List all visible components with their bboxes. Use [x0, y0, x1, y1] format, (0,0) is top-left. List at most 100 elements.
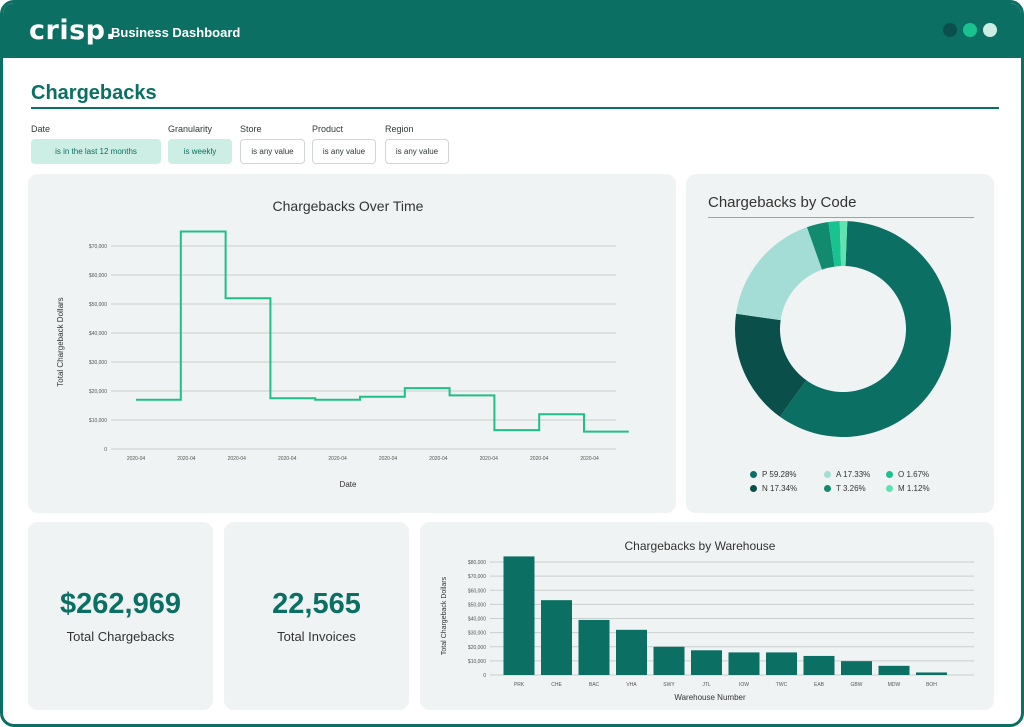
chargebacks-by-warehouse-chart: Chargebacks by Warehouse 0 $10,000 $20,000 $… — [441, 539, 974, 702]
y-tick-label: $20,000 — [89, 389, 107, 395]
x-tick-label: BOH — [926, 682, 937, 688]
y-axis-label: Total Chargeback Dollars — [441, 576, 448, 655]
legend-item[interactable]: T 3.26% — [824, 484, 866, 493]
donut-title-divider — [708, 217, 974, 218]
kpi-value-total-invoices: 22,565 — [272, 588, 361, 620]
legend-swatch — [886, 471, 893, 478]
x-tick-label: TWC — [776, 682, 788, 688]
chargebacks-by-code-chart — [735, 221, 951, 437]
y-tick-label: $60,000 — [468, 588, 486, 594]
x-axis-label: Date — [340, 480, 357, 489]
legend-item[interactable]: N 17.34% — [750, 484, 797, 493]
legend-label: M 1.12% — [898, 484, 930, 493]
bar[interactable] — [803, 655, 835, 675]
y-tick-label: 0 — [104, 447, 107, 453]
bar[interactable] — [541, 600, 572, 675]
legend-label: T 3.26% — [836, 484, 866, 493]
filter-granularity[interactable]: is weekly — [168, 139, 232, 164]
kpi-label-total-invoices: Total Invoices — [277, 629, 356, 644]
y-tick-label: $60,000 — [89, 273, 107, 279]
x-tick-label: JTL — [702, 682, 711, 688]
x-tick-label: 2020-04 — [127, 456, 146, 462]
x-tick-label: CHE — [551, 682, 562, 688]
bar[interactable] — [841, 661, 872, 675]
app-header: crisp. Business Dashboard — [3, 3, 1021, 58]
x-tick-label: 2020-04 — [429, 456, 448, 462]
legend-swatch — [886, 485, 893, 492]
y-tick-label: $20,000 — [468, 645, 486, 651]
filter-region[interactable]: is any value — [385, 139, 449, 164]
chargebacks-over-time-chart: Chargebacks Over Time 0 $10,000 $20,000 $30,… — [56, 198, 629, 489]
filter-label-region: Region — [385, 124, 414, 134]
x-tick-label: PRK — [514, 682, 525, 688]
y-tick-label: $70,000 — [89, 244, 107, 250]
y-tick-label: $10,000 — [468, 659, 486, 665]
filter-label-product: Product — [312, 124, 344, 134]
filter-label-store: Store — [240, 124, 262, 134]
bar[interactable] — [766, 652, 797, 675]
x-tick-label: 2020-04 — [228, 456, 247, 462]
kpi-label-total-chargebacks: Total Chargebacks — [66, 629, 175, 644]
filter-label-date: Date — [31, 124, 51, 134]
y-tick-label: $30,000 — [89, 360, 107, 366]
x-tick-label: 2020-04 — [328, 456, 347, 462]
donut-slice[interactable] — [828, 221, 842, 267]
page-title: Chargebacks — [31, 82, 157, 104]
x-tick-label: 2020-04 — [379, 456, 398, 462]
legend-item[interactable]: O 1.67% — [886, 470, 929, 479]
legend-swatch — [824, 485, 831, 492]
bar[interactable] — [878, 665, 910, 675]
donut-slice[interactable] — [839, 221, 848, 267]
y-axis-label: Total Chargeback Dollars — [56, 297, 65, 386]
bar-chart-title: Chargebacks by Warehouse — [625, 539, 776, 553]
x-axis-label: Warehouse Number — [674, 693, 746, 702]
x-tick-label: VHA — [626, 682, 637, 688]
donut-slice[interactable] — [806, 221, 835, 270]
y-tick-label: 0 — [483, 673, 486, 679]
y-tick-label: $40,000 — [89, 331, 107, 337]
donut-slice[interactable] — [736, 227, 822, 321]
y-tick-label: $70,000 — [468, 574, 486, 580]
bar[interactable] — [616, 629, 647, 675]
kpi-card-total-invoices: 22,565 Total Invoices — [224, 522, 409, 710]
legend-label: P 59.28% — [762, 470, 797, 479]
window-dot-green[interactable] — [963, 23, 977, 37]
filter-date[interactable]: is in the last 12 months — [31, 139, 161, 164]
filter-store[interactable]: is any value — [240, 139, 305, 164]
filter-product[interactable]: is any value — [312, 139, 376, 164]
window-dot-light[interactable] — [983, 23, 997, 37]
legend-swatch — [824, 471, 831, 478]
y-tick-label: $50,000 — [89, 302, 107, 308]
legend-item[interactable]: M 1.12% — [886, 484, 930, 493]
x-tick-label: 2020-04 — [580, 456, 599, 462]
chargebacks-by-warehouse-card: Chargebacks by Warehouse 0 $10,000 $20,000 $… — [420, 522, 994, 710]
x-tick-label: 2020-04 — [530, 456, 549, 462]
legend-swatch — [750, 471, 757, 478]
x-tick-label: MDW — [888, 682, 901, 688]
kpi-card-total-chargebacks: $262,969 Total Chargebacks — [28, 522, 213, 710]
title-divider — [31, 107, 999, 109]
bar[interactable] — [578, 619, 610, 675]
legend-item[interactable]: A 17.33% — [824, 470, 870, 479]
bar[interactable] — [691, 650, 722, 675]
series-line — [136, 230, 629, 433]
chargebacks-by-code-title: Chargebacks by Code — [708, 194, 857, 211]
bar[interactable] — [653, 646, 685, 675]
donut-slice[interactable] — [735, 313, 807, 417]
x-tick-label: BAC — [589, 682, 600, 688]
crisp-logo[interactable]: crisp. — [29, 15, 117, 46]
y-tick-label: $50,000 — [468, 602, 486, 608]
chargebacks-over-time-card: Chargebacks Over Time 0 $10,000 $20,000 $30,… — [28, 174, 676, 513]
x-tick-label: IOW — [739, 682, 749, 688]
bar[interactable] — [728, 652, 760, 675]
window-dot-dark[interactable] — [943, 23, 957, 37]
bar[interactable] — [503, 556, 535, 675]
legend-swatch — [750, 485, 757, 492]
x-tick-label: 2020-04 — [278, 456, 297, 462]
donut-slice[interactable] — [779, 221, 951, 437]
app-title: Business Dashboard — [111, 25, 241, 40]
bar[interactable] — [916, 672, 947, 675]
line-chart-title: Chargebacks Over Time — [273, 198, 424, 214]
legend-item[interactable]: P 59.28% — [750, 470, 797, 479]
